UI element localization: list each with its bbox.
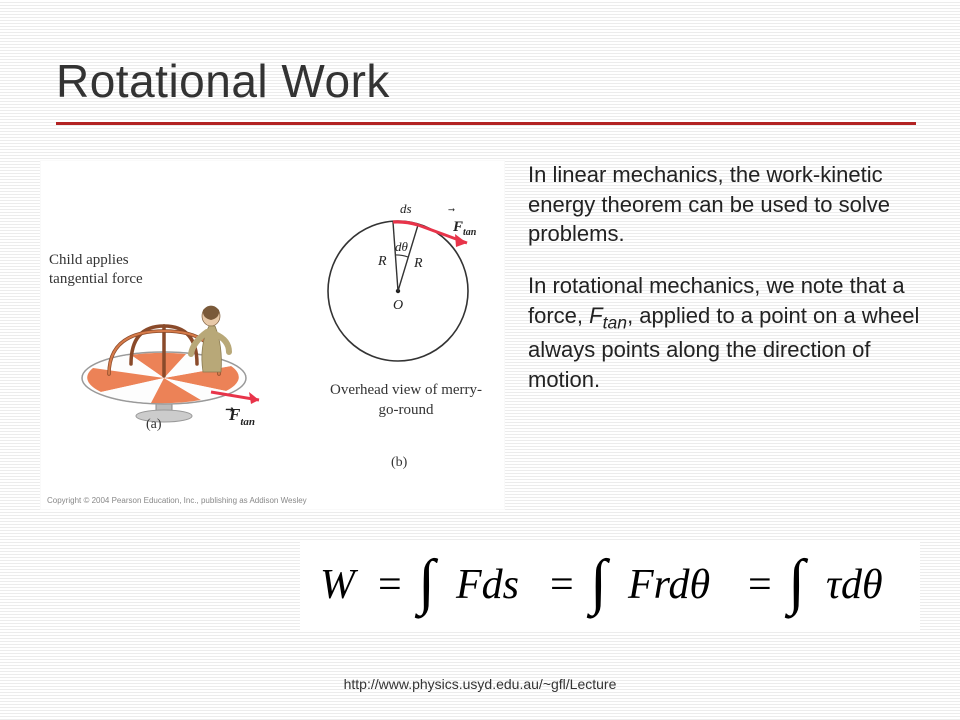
body-text: In linear mechanics, the work-kinetic en… [528, 160, 928, 416]
body-p2-sub: tan [603, 312, 627, 332]
figure-panel: Child applies tangential force [40, 160, 505, 510]
merry-go-round-icon: ⃗ Ftan [61, 276, 271, 446]
R-label-2: R [413, 256, 423, 271]
figure-b-sublabel: (b) [391, 455, 407, 471]
figure-a-sublabel: (a) [146, 417, 162, 433]
body-p1: In linear mechanics, the work-kinetic en… [528, 160, 928, 249]
eq-int1: ∫ [414, 550, 439, 619]
svg-text:Ftan: Ftan [228, 405, 255, 428]
fig-a-force-label: F [228, 405, 241, 424]
title-block: Rotational Work [56, 54, 916, 125]
fig-a-force-sub: tan [240, 416, 255, 428]
fig-b-force-sub: tan [463, 227, 477, 238]
body-p2: In rotational mechanics, we note that a … [528, 271, 928, 394]
figure-b-caption: Overhead view of merry-go-round [326, 381, 486, 420]
eq-eq2: = [550, 562, 574, 608]
fig-b-force-label: F [452, 219, 463, 235]
figure-b: O dθ R R ds Ftan [301, 181, 496, 461]
eq-eq3: = [748, 562, 772, 608]
eq-eq1: = [378, 562, 402, 608]
eq-W: W [320, 562, 359, 608]
R-label-1: R [377, 254, 387, 269]
figure-copyright: Copyright © 2004 Pearson Education, Inc.… [47, 496, 307, 505]
slide: Rotational Work Child applies tangential… [0, 0, 960, 720]
eq-taudth: τdθ [826, 562, 883, 608]
eq-Frdth: Frdθ [627, 562, 710, 608]
eq-Fds: Fds [455, 562, 519, 608]
equation-block: W = ∫ Fds = ∫ Frdθ = ∫ τdθ [300, 540, 920, 630]
eq-int2: ∫ [586, 550, 611, 619]
footer-url: http://www.physics.usyd.edu.au/~gfl/Lect… [0, 676, 960, 692]
title-rule [56, 122, 916, 125]
eq-int3: ∫ [784, 550, 809, 619]
center-O-label: O [393, 298, 403, 313]
figure-a: Child applies tangential force [41, 191, 291, 451]
overhead-circle-icon: O dθ R R ds Ftan [301, 181, 496, 376]
body-p2-F: F [589, 303, 602, 328]
dtheta-label: dθ [395, 239, 409, 254]
ds-label: ds [400, 201, 412, 216]
svg-text:⃗: ⃗ [448, 208, 455, 212]
equation-svg: W = ∫ Fds = ∫ Frdθ = ∫ τdθ [310, 550, 910, 620]
slide-title: Rotational Work [56, 54, 916, 108]
figure-a-caption-line1: Child applies [49, 252, 129, 268]
